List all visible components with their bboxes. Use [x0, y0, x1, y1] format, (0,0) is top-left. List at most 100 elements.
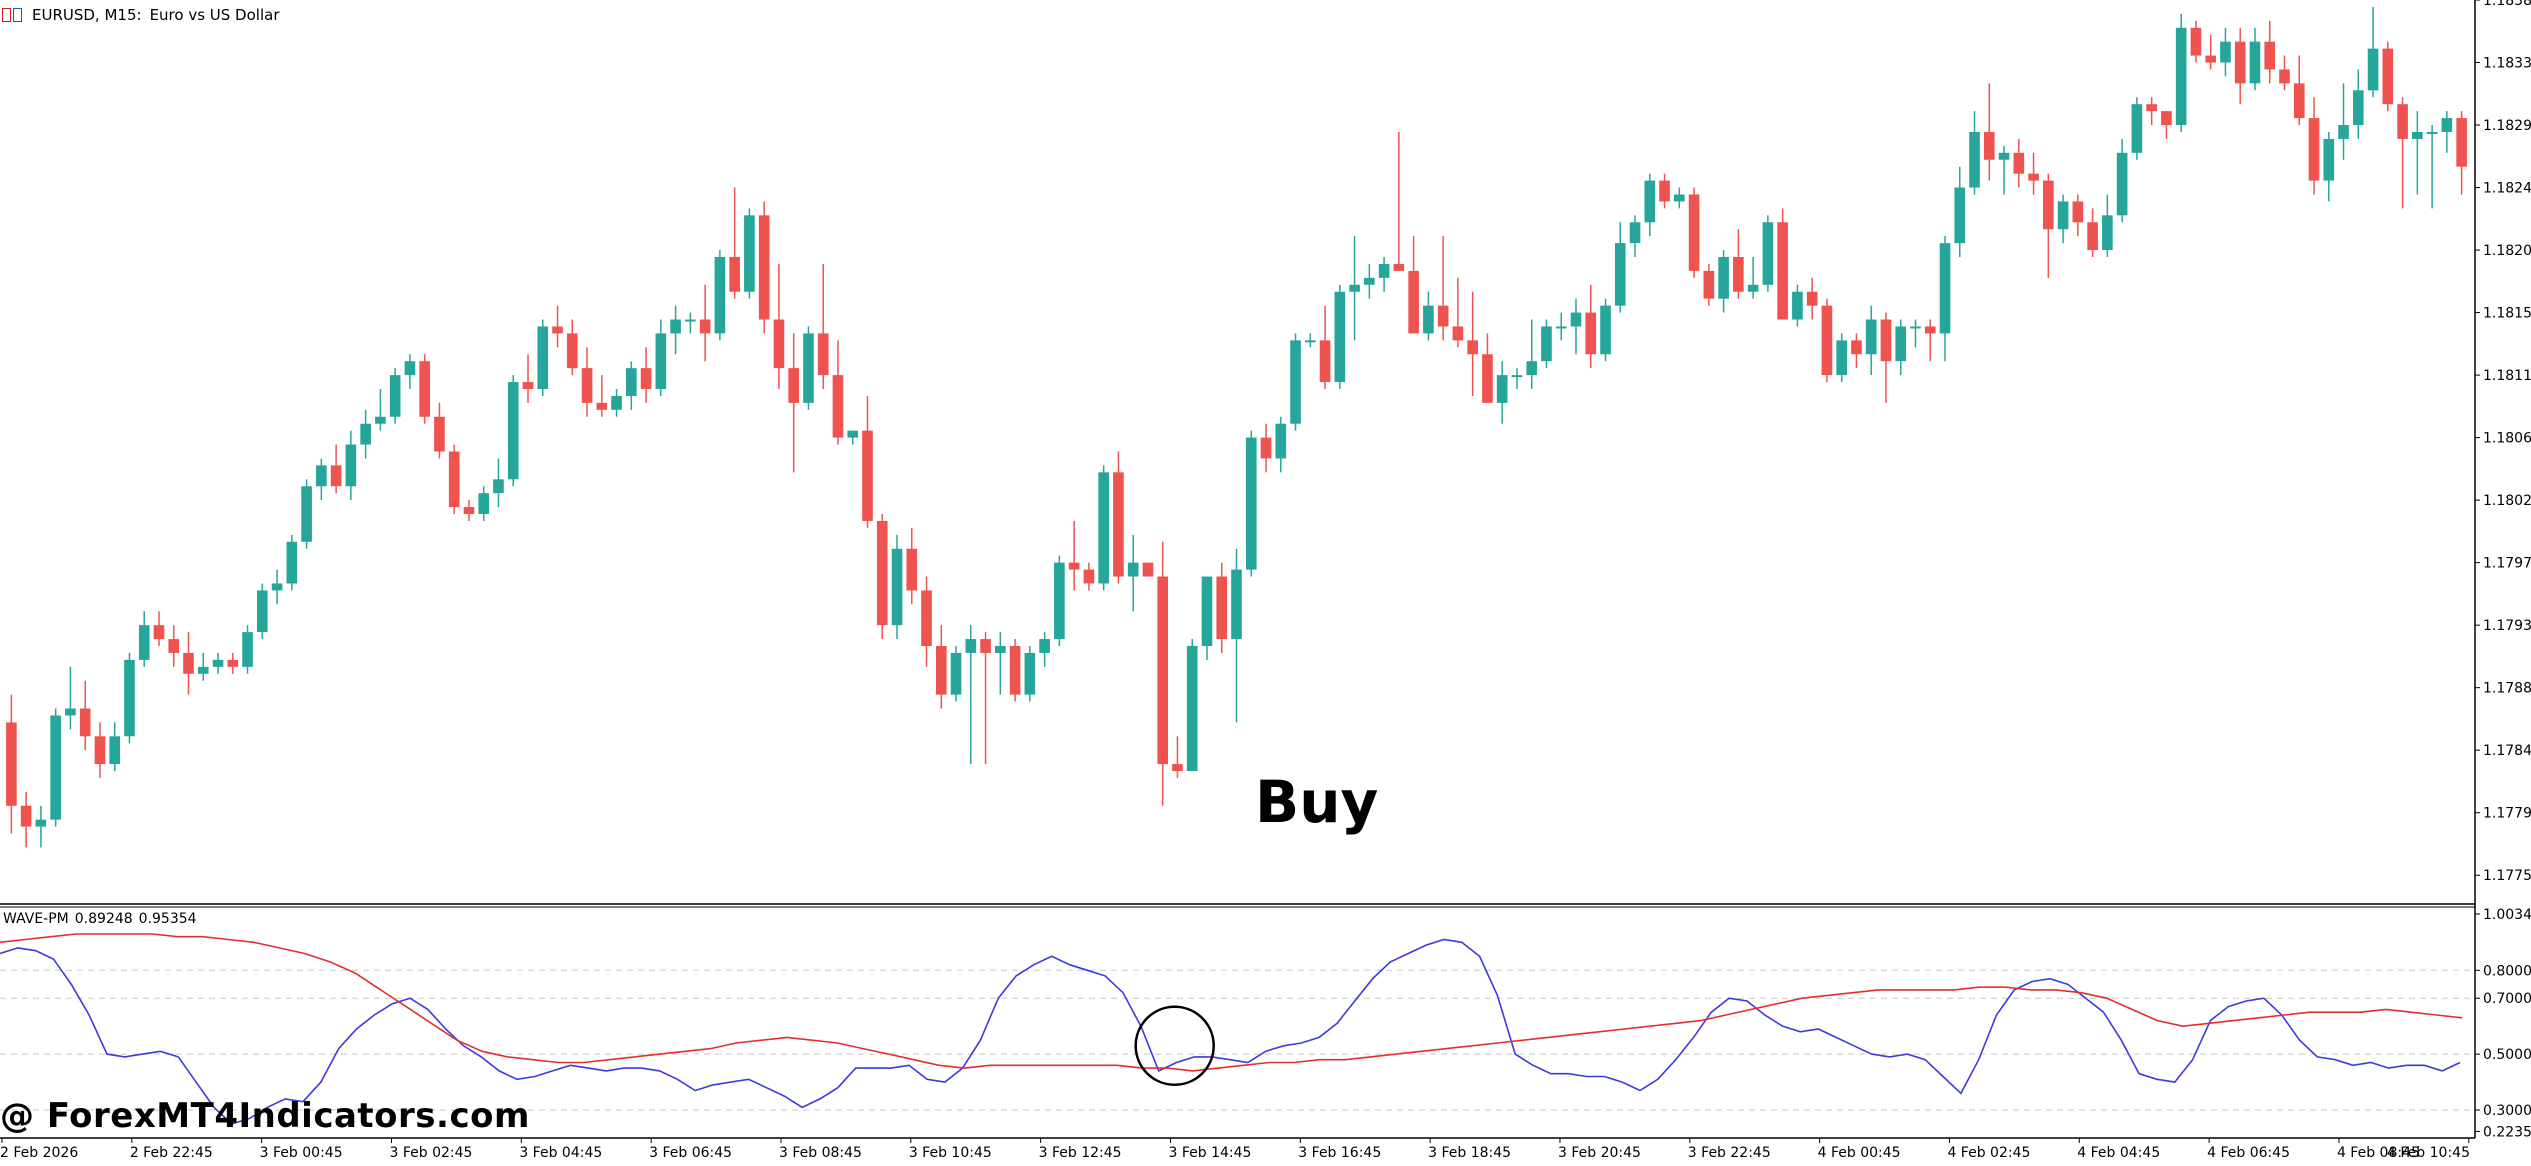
candle-body — [2131, 104, 2143, 153]
candle-body — [1393, 263, 1405, 271]
time-tick-label: 4 Feb 00:45 — [1818, 1145, 1901, 1161]
indicator-tick-label: 0.22350 — [2483, 1124, 2531, 1140]
candle-body — [448, 451, 460, 508]
time-tick-label: 3 Feb 02:45 — [389, 1145, 472, 1161]
candle-body — [935, 645, 947, 695]
candle-body — [1201, 576, 1213, 646]
candle-body — [1482, 354, 1493, 403]
candle-body — [2013, 152, 2025, 174]
indicator-pane — [0, 969, 2475, 1111]
candle-body — [1349, 284, 1360, 292]
candle-body — [404, 361, 416, 376]
time-tick-label: 4 Feb 06:45 — [2207, 1145, 2290, 1161]
watermark: @ ForexMT4Indicators.com — [0, 1096, 530, 1136]
candle-body — [1319, 340, 1331, 383]
candle-body — [1275, 423, 1287, 459]
indicator-value-1: 0.89248 — [74, 911, 133, 927]
candle-body — [1231, 569, 1242, 640]
candle-body — [773, 319, 785, 369]
candle-body — [212, 659, 224, 667]
candle-body — [94, 736, 106, 765]
candle-body — [1334, 291, 1346, 383]
candle-body — [2382, 48, 2394, 105]
price-tick-label: 1.17975 — [2483, 556, 2531, 572]
candle-body — [1644, 180, 1656, 223]
candle-body — [301, 486, 312, 542]
candle-body — [699, 319, 711, 334]
chart-window-icon[interactable] — [2, 7, 24, 23]
candle-body — [2190, 27, 2202, 56]
candle-body — [1733, 257, 1744, 292]
symbol-label: EURUSD, M15: — [32, 6, 142, 24]
wave-pm-fast-line — [0, 938, 2461, 1125]
time-axis: 2 Feb 2026 2 Feb 22:45 3 Feb 00:45 3 Feb 02… — [0, 1138, 2470, 1161]
time-tick-label: 3 Feb 12:45 — [1039, 1145, 1122, 1161]
candle-body — [1983, 131, 1995, 160]
candle-body — [2175, 27, 2187, 126]
candle-body — [1054, 562, 1065, 640]
candle-body — [950, 652, 962, 695]
candle-body — [847, 430, 859, 438]
candle-body — [2426, 131, 2438, 134]
candle-body — [1186, 645, 1198, 772]
candle-body — [1113, 472, 1124, 577]
price-tick-label: 1.18200 — [2483, 243, 2531, 259]
candle-body — [744, 215, 755, 292]
candle-body — [1762, 222, 1774, 285]
candle-body — [1378, 263, 1390, 278]
time-tick-label: 4 Feb 02:45 — [1947, 1145, 2030, 1161]
time-tick-label: 4 Feb 04:45 — [2077, 1145, 2160, 1161]
candle-body — [2412, 131, 2423, 139]
candle-body — [1777, 222, 1788, 320]
candle-body — [1098, 472, 1109, 584]
candle-body — [1865, 319, 1877, 355]
candle-body — [670, 319, 681, 334]
price-tick-label: 1.17840 — [2483, 743, 2531, 759]
candle-body — [1688, 194, 1700, 271]
candle-body — [862, 430, 873, 521]
candle-body — [2205, 55, 2217, 63]
candle-body — [316, 465, 327, 487]
candle-body — [1836, 340, 1847, 376]
candle-body — [1245, 437, 1257, 570]
candle-body — [729, 257, 740, 292]
candle-body — [65, 708, 76, 716]
candle-body — [685, 319, 696, 322]
candle-body — [271, 583, 283, 591]
candle-body — [980, 639, 991, 653]
time-tick-label: 3 Feb 20:45 — [1558, 1145, 1641, 1161]
candle-body — [803, 333, 814, 403]
candle-body — [1290, 340, 1301, 424]
candle-body — [2249, 41, 2261, 84]
candle-body — [1614, 243, 1626, 306]
time-tick-label: 3 Feb 14:45 — [1168, 1145, 1251, 1161]
candle-body — [1127, 562, 1139, 577]
candle-body — [286, 541, 298, 584]
candle-body — [758, 215, 770, 320]
candle-body — [2072, 201, 2084, 223]
candle-body — [522, 382, 534, 389]
candle-body — [1821, 305, 1833, 376]
candle-body — [1880, 319, 1892, 362]
candle-body — [1526, 361, 1538, 376]
candle-body — [478, 493, 490, 515]
candle-body — [1910, 326, 1921, 329]
candle-body — [1260, 437, 1272, 459]
candle-body — [1851, 340, 1862, 355]
candle-body — [596, 402, 608, 410]
price-candles — [6, 6, 2467, 848]
symbol-description: Euro vs US Dollar — [149, 6, 280, 24]
candle-body — [626, 368, 637, 396]
candle-body — [1718, 257, 1729, 299]
time-tick-label: 3 Feb 08:45 — [779, 1145, 862, 1161]
candle-body — [1009, 645, 1021, 695]
price-tick-label: 1.18155 — [2483, 306, 2531, 322]
candle-body — [611, 395, 622, 410]
candle-body — [1039, 639, 1050, 653]
candle-body — [1511, 375, 1523, 378]
